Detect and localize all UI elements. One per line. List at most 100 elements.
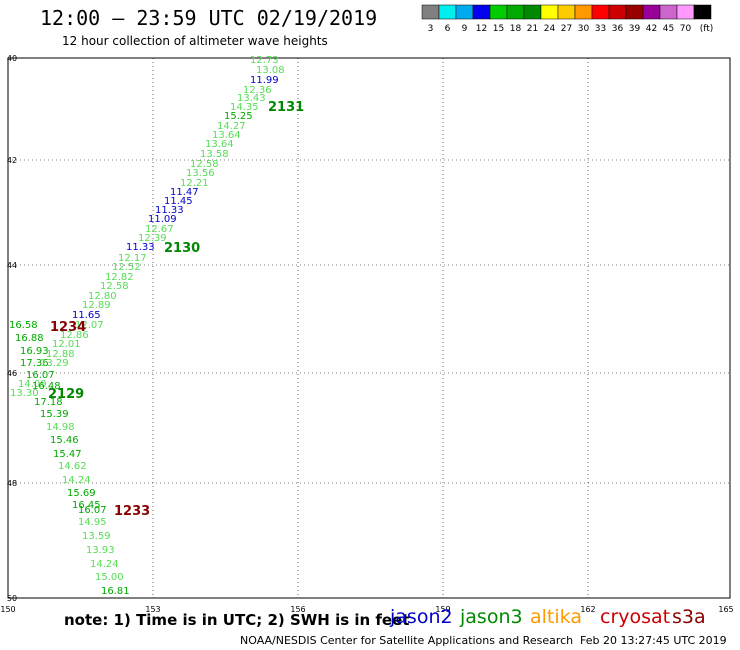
wave-height-value: 12.88 — [46, 349, 75, 360]
pass-time-label: 1233 — [114, 504, 150, 519]
wave-height-value: 15.25 — [224, 111, 253, 122]
wave-height-value: 13.43 — [237, 93, 266, 104]
wave-height-value: 12.07 — [75, 320, 104, 331]
pass-time-label: 2129 — [48, 387, 84, 402]
colorbar-label: 6 — [445, 24, 451, 34]
colorbar-swatch — [642, 4, 661, 20]
wave-height-value: 11.47 — [170, 187, 199, 198]
wave-height-value: 13.93 — [86, 545, 115, 556]
wave-height-value: 12.01 — [52, 339, 81, 350]
wave-height-value: 16.48 — [32, 381, 61, 392]
wave-height-value: 12.58 — [100, 281, 129, 292]
colorbar-label: (ft) — [700, 24, 714, 34]
colorbar-swatch — [506, 4, 525, 20]
wave-height-value: 13.64 — [212, 130, 241, 141]
colorbar-swatch — [523, 4, 542, 20]
latitude-label: 50 — [7, 594, 17, 603]
satellite-legend-jason3: jason3 — [460, 606, 523, 628]
wave-height-value: 12.89 — [82, 300, 111, 311]
wave-height-value: 16.81 — [101, 586, 130, 597]
wave-height-value: 13.56 — [186, 168, 215, 179]
wave-height-value: 15.00 — [95, 572, 124, 583]
colorbar-label: 12 — [476, 24, 487, 34]
colorbar-label: 24 — [544, 24, 556, 34]
wave-height-value: 13.08 — [256, 65, 285, 76]
map-title: 12:00 – 23:59 UTC 02/19/2019 — [40, 6, 378, 30]
wave-height-value: 12.80 — [88, 291, 117, 302]
map-frame — [7, 57, 731, 599]
colorbar-label: 42 — [646, 24, 657, 34]
colorbar-label: 27 — [561, 24, 572, 34]
wave-height-value: 12.39 — [138, 233, 167, 244]
wave-height-value: 13.64 — [205, 139, 234, 150]
wave-height-value: 12.36 — [243, 85, 272, 96]
colorbar-label: 45 — [663, 24, 674, 34]
colorbar-swatch — [574, 4, 593, 20]
colorbar-swatch — [557, 4, 576, 20]
latitude-label: 40 — [7, 54, 17, 63]
wave-height-value: 12.58 — [190, 159, 219, 170]
wave-height-value: 11.09 — [148, 214, 177, 225]
colorbar-swatch — [676, 4, 695, 20]
wave-height-value: 16.07 — [78, 505, 107, 516]
longitude-label: 150 — [0, 605, 15, 614]
wave-height-value: 13.58 — [200, 149, 229, 160]
wave-height-value: 13.29 — [40, 358, 69, 369]
wave-height-value: 11.33 — [155, 205, 184, 216]
wave-height-value: 16.07 — [26, 370, 55, 381]
wave-height-value: 13.59 — [82, 531, 111, 542]
satellite-legend-s3a: s3a — [672, 606, 706, 628]
wave-height-value: 17.18 — [34, 397, 63, 408]
wave-height-value: 15.46 — [50, 435, 79, 446]
longitude-label: 156 — [290, 605, 305, 614]
wave-height-value: 17.36 — [20, 358, 49, 369]
wave-height-value: 16.45 — [72, 500, 101, 511]
colorbar-swatch — [659, 4, 678, 20]
colorbar-label: 18 — [510, 24, 522, 34]
wave-height-value: 14.62 — [58, 461, 87, 472]
latitude-label: 44 — [7, 261, 17, 270]
wave-height-value: 12.73 — [250, 55, 279, 66]
wave-height-value: 12.82 — [105, 272, 134, 283]
wave-height-value: 11.45 — [164, 196, 193, 207]
wave-height-value: 16.93 — [20, 346, 49, 357]
longitude-label: 165 — [718, 605, 733, 614]
latitude-label: 46 — [7, 369, 17, 378]
wave-height-value: 14.35 — [230, 102, 259, 113]
wave-height-value: 14.27 — [217, 121, 246, 132]
satellite-legend-cryosat: cryosat — [600, 606, 671, 628]
wave-height-value: 14.95 — [78, 517, 107, 528]
colorbar-label: 39 — [629, 24, 641, 34]
wave-height-value: 12.17 — [118, 253, 147, 264]
wave-height-value: 12.86 — [60, 330, 89, 341]
pass-time-label: 1234 — [50, 320, 86, 335]
pass-time-label: 2130 — [164, 241, 200, 256]
wave-height-value: 14.98 — [46, 422, 75, 433]
colorbar-label: 21 — [527, 24, 538, 34]
colorbar-label: 70 — [680, 24, 692, 34]
colorbar-swatch — [591, 4, 610, 20]
colorbar-swatch — [540, 4, 559, 20]
longitude-label: 159 — [435, 605, 450, 614]
wave-height-value: 13.30 — [10, 388, 39, 399]
wave-height-value: 11.99 — [250, 75, 279, 86]
colorbar-label: 36 — [612, 24, 624, 34]
colorbar-swatch — [421, 4, 440, 20]
wave-height-value: 11.65 — [72, 310, 101, 321]
wave-height-value: 12.21 — [180, 178, 209, 189]
colorbar-label: 9 — [462, 24, 468, 34]
colorbar-label: 15 — [493, 24, 504, 34]
colorbar-swatch — [438, 4, 457, 20]
longitude-label: 162 — [580, 605, 595, 614]
colorbar-label: 33 — [595, 24, 606, 34]
colorbar-swatch — [489, 4, 508, 20]
latitude-label: 42 — [7, 156, 17, 165]
longitude-label: 153 — [145, 605, 160, 614]
colorbar-swatch — [693, 4, 712, 20]
wave-height-value: 15.47 — [53, 449, 82, 460]
map-subtitle: 12 hour collection of altimeter wave hei… — [62, 34, 328, 48]
credit-text: NOAA/NESDIS Center for Satellite Applica… — [240, 634, 574, 647]
wave-height-value: 15.39 — [40, 409, 69, 420]
satellite-legend-altika: altika — [530, 606, 582, 628]
wave-height-value: 14.24 — [62, 475, 91, 486]
